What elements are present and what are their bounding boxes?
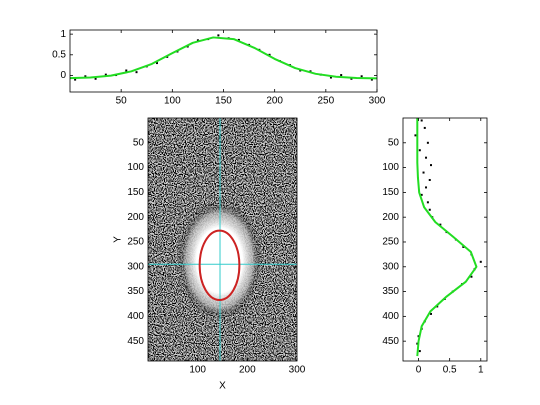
data-point	[439, 223, 442, 226]
y-axis-label: Y	[113, 236, 124, 243]
plot-content	[70, 34, 377, 81]
plot-content	[148, 118, 297, 361]
x-tick-label: 300	[289, 365, 306, 376]
y-tick-label: 300	[127, 261, 144, 272]
data-point	[479, 260, 482, 263]
x-tick-label: 150	[215, 96, 232, 107]
y-tick-label: 0	[60, 70, 66, 81]
y-tick-label: 0.5	[52, 49, 66, 60]
data-point	[104, 73, 107, 76]
data-point	[370, 78, 373, 81]
y-tick-label: 150	[382, 187, 399, 198]
data-point	[414, 134, 417, 137]
plot-area	[403, 118, 487, 361]
data-point	[135, 71, 138, 74]
x-tick-label: 100	[189, 365, 206, 376]
data-point	[237, 38, 240, 41]
data-point	[470, 275, 473, 278]
x-tick-label: 0	[416, 365, 422, 376]
data-point	[155, 62, 158, 65]
data-point	[426, 141, 429, 144]
plot-area	[70, 30, 377, 92]
data-point	[425, 156, 428, 159]
x-tick-label: 200	[266, 96, 283, 107]
data-point	[462, 245, 465, 248]
data-point	[417, 335, 420, 338]
y-tick-label: 250	[382, 237, 399, 248]
data-point	[74, 78, 77, 81]
y-tick-label: 150	[127, 187, 144, 198]
data-point	[430, 164, 432, 167]
data-point	[350, 77, 353, 80]
axes: 50 100 150 200 250 300 0 0.5 1	[52, 29, 386, 107]
x-tick-label: 300	[369, 96, 386, 107]
y-tick-label: 450	[127, 336, 144, 347]
data-point	[186, 45, 189, 48]
data-point	[360, 75, 363, 78]
data-point	[420, 119, 423, 122]
axes-frame	[147, 117, 298, 362]
data-point	[422, 171, 425, 174]
y-tick-label: 100	[382, 162, 399, 173]
data-point	[84, 75, 87, 78]
y-tick-label: 100	[127, 162, 144, 173]
x-tick-label: 1	[478, 365, 484, 376]
data-point	[268, 53, 271, 56]
data-point	[420, 193, 423, 196]
y-tick-label: 200	[382, 212, 399, 223]
x-axis-label: X	[219, 381, 226, 392]
y-tick-label: 300	[382, 261, 399, 272]
data-point	[428, 178, 431, 181]
data-point	[423, 126, 426, 129]
data-point	[418, 149, 421, 152]
data-point	[217, 34, 220, 37]
data-point	[428, 208, 431, 211]
plot-content	[414, 118, 482, 357]
x-tick-label: 50	[116, 96, 128, 107]
data-point	[125, 69, 128, 72]
x-tick-label: 0.5	[443, 365, 457, 376]
data-point	[329, 76, 332, 79]
y-tick-label: 1	[60, 29, 66, 40]
axes: X Y 100 200 300 50 100 150 200 250 300 350 400 450	[113, 117, 306, 392]
data-point	[418, 350, 421, 353]
axes-frame	[402, 117, 488, 362]
data-point	[425, 186, 428, 189]
data-point	[416, 342, 419, 345]
data-point	[340, 74, 343, 77]
y-tick-label: 50	[133, 137, 145, 148]
y-tick-label: 250	[127, 237, 144, 248]
y-tick-label: 350	[382, 286, 399, 297]
fit-ellipse	[198, 229, 241, 302]
data-point	[426, 201, 429, 204]
data-point	[94, 77, 97, 80]
data-point	[196, 39, 199, 42]
y-tick-label: 400	[382, 311, 399, 322]
fit-curve	[70, 36, 377, 80]
y-tick-label: 200	[127, 212, 144, 223]
y-tick-label: 50	[388, 137, 400, 148]
x-tick-label: 200	[239, 365, 256, 376]
y-tick-label: 400	[127, 311, 144, 322]
y-tick-label: 450	[382, 336, 399, 347]
y-tick-label: 350	[127, 286, 144, 297]
fit-curve	[416, 118, 478, 357]
data-point	[430, 312, 432, 315]
x-tick-label: 100	[164, 96, 181, 107]
x-tick-label: 250	[317, 96, 334, 107]
